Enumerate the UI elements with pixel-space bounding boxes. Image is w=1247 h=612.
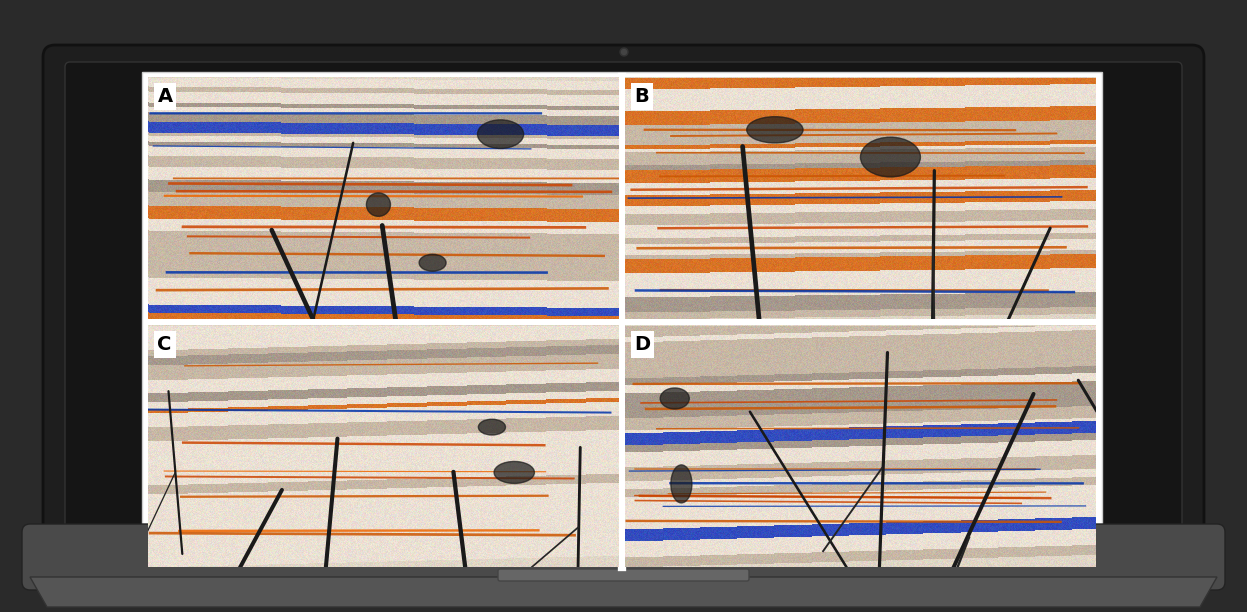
Ellipse shape	[494, 461, 535, 483]
Text: C: C	[157, 335, 172, 354]
FancyBboxPatch shape	[142, 72, 1102, 572]
Ellipse shape	[671, 465, 692, 503]
Text: B: B	[635, 87, 650, 106]
Ellipse shape	[747, 117, 803, 143]
Ellipse shape	[860, 137, 920, 177]
FancyBboxPatch shape	[65, 62, 1182, 542]
Ellipse shape	[660, 388, 690, 409]
Ellipse shape	[479, 419, 505, 435]
Polygon shape	[30, 577, 1217, 607]
Circle shape	[620, 48, 628, 56]
FancyBboxPatch shape	[498, 569, 749, 581]
Ellipse shape	[419, 255, 446, 271]
Text: A: A	[157, 87, 172, 106]
Circle shape	[621, 50, 626, 54]
FancyBboxPatch shape	[42, 45, 1205, 559]
Ellipse shape	[367, 193, 390, 217]
FancyBboxPatch shape	[22, 524, 1225, 590]
Ellipse shape	[478, 120, 524, 149]
Text: D: D	[635, 335, 651, 354]
